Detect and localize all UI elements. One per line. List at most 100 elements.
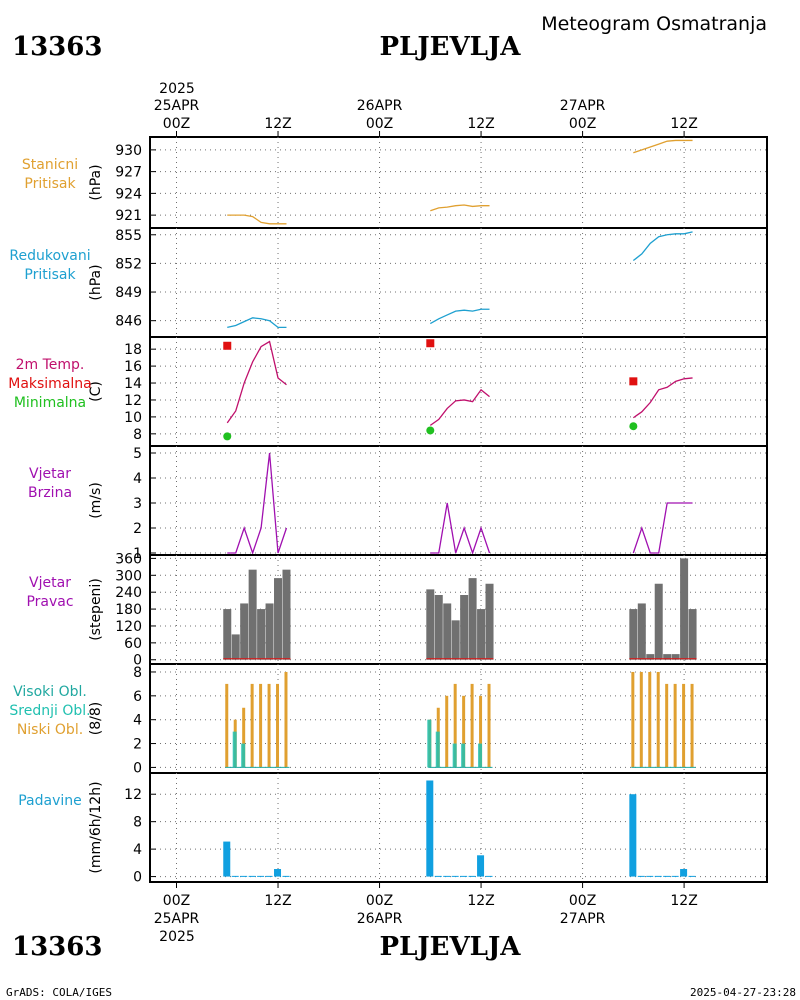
y-tick-label: 855 <box>115 228 142 244</box>
bottom-hour-label: 00Z <box>163 893 190 909</box>
panel-precipitation: 0 4 8 12 (mm/6h/12h) Padavine <box>18 772 768 886</box>
bottom-date-label: 26APR <box>357 911 403 927</box>
y-tick-label: 8 <box>133 815 142 831</box>
panel-label-line: Padavine <box>18 793 82 809</box>
wind-direction-bar <box>663 654 672 660</box>
wind-direction-bar <box>637 603 646 660</box>
top-time-axis: 25APR 00Z 12Z 26APR 00Z 12Z 27APR 00Z 12Z <box>154 98 698 137</box>
y-tick-label: 14 <box>124 376 142 392</box>
precip-bar <box>231 875 239 877</box>
low-cloud-bar <box>225 683 229 768</box>
precip-bar <box>265 875 273 877</box>
wind-direction-bar <box>629 609 638 660</box>
y-tick-label: 924 <box>115 186 142 202</box>
y-tick-label: 5 <box>133 446 142 462</box>
top-date-label: 25APR <box>154 98 200 114</box>
y-axis-label: (hPa) <box>88 164 104 200</box>
min-temp-marker <box>223 432 232 441</box>
wind-direction-bar <box>671 654 680 660</box>
low-cloud-bar <box>639 671 643 768</box>
panel-label-line: Niski Obl. <box>17 722 83 738</box>
y-tick-label: 180 <box>115 602 142 618</box>
precip-bar <box>248 875 256 877</box>
y-tick-label: 1 <box>133 546 142 562</box>
precip-bar <box>477 855 485 877</box>
series-line <box>227 452 288 556</box>
y-tick-label: 930 <box>115 143 142 159</box>
y-tick-label: 240 <box>115 585 142 601</box>
y-axis-label: (stepeni) <box>88 578 104 641</box>
wind-direction-bar <box>477 609 486 660</box>
series-line <box>632 502 693 554</box>
low-cloud-bar <box>267 683 271 768</box>
low-cloud-bar <box>673 683 677 768</box>
panel-pressure: 921 924 927 930 (hPa) Stanicni Pritisak <box>22 136 768 229</box>
panel-label-line: Pravac <box>26 594 73 610</box>
series-line <box>632 231 693 262</box>
y-tick-label: 4 <box>133 471 142 487</box>
series-line <box>227 214 287 225</box>
low-cloud-bar <box>648 671 652 768</box>
panel-label-line: Srednji Obl. <box>9 703 90 719</box>
precip-bar <box>646 875 654 877</box>
bottom-time-axis: 25APR 00Z 12Z 26APR 00Z 12Z 27APR 00Z 12Z <box>154 882 698 927</box>
y-tick-label: 360 <box>115 551 142 567</box>
station-id-bottom: 13363 <box>12 932 102 962</box>
bottom-hour-label: 00Z <box>569 893 596 909</box>
low-cloud-bar <box>682 683 686 768</box>
station-name-top: PLJEVLJA <box>380 32 522 62</box>
series-line <box>429 308 490 325</box>
mid-cloud-bar <box>241 743 246 768</box>
low-cloud-bar <box>462 695 466 768</box>
y-axis-label: (8/8) <box>88 702 104 735</box>
wind-direction-bar <box>426 589 435 660</box>
low-cloud-bar <box>284 671 288 768</box>
y-tick-label: 6 <box>133 689 142 705</box>
wind-direction-bar <box>223 609 232 660</box>
panel-label-line: Brzina <box>28 485 72 501</box>
bottom-date-label: 27APR <box>560 911 606 927</box>
y-tick-label: 8 <box>133 665 142 681</box>
wind-direction-bar <box>485 583 494 660</box>
low-cloud-bar <box>250 683 254 768</box>
panel-label-line: Minimalna <box>14 395 86 411</box>
series-line <box>429 388 490 426</box>
precip-bar <box>443 875 451 877</box>
y-tick-label: 300 <box>115 568 142 584</box>
meteogram-panels: 921924927930(hPa)StanicniPritisak8468498… <box>8 136 768 886</box>
wind-direction-bar <box>646 654 655 660</box>
precip-bar <box>637 875 645 877</box>
mid-cloud-bar <box>427 719 432 768</box>
station-id-top: 13363 <box>12 32 102 62</box>
panel-label-line: 2m Temp. <box>16 357 85 373</box>
precip-bar <box>426 780 434 877</box>
top-year-label: 2025 <box>159 81 195 97</box>
precip-bar <box>223 841 231 877</box>
wind-direction-bar <box>231 634 240 660</box>
precip-bar <box>671 875 679 877</box>
low-cloud-bar <box>276 683 280 768</box>
y-tick-label: 2 <box>133 521 142 537</box>
wind-direction-bar <box>468 578 477 660</box>
precip-bar <box>451 875 459 877</box>
top-hour-label: 12Z <box>264 116 291 132</box>
wind-direction-bar <box>443 603 452 660</box>
wind-direction-bar <box>688 609 697 660</box>
low-cloud-bar <box>259 683 263 768</box>
mid-cloud-bar <box>478 743 483 768</box>
bottom-hour-label: 12Z <box>670 893 697 909</box>
wind-direction-bar <box>460 595 469 660</box>
footer-credit: GrADS: COLA/IGES <box>6 986 112 999</box>
bottom-date-label: 25APR <box>154 911 200 927</box>
panel-label-line: Vjetar <box>29 466 71 482</box>
y-tick-label: 16 <box>124 359 142 375</box>
wind-direction-bar <box>654 583 663 660</box>
wind-direction-bar <box>265 603 274 660</box>
series-line <box>226 340 287 424</box>
wind-direction-bar <box>240 603 249 660</box>
min-temp-marker <box>426 426 435 435</box>
max-temp-marker <box>426 339 435 348</box>
y-tick-label: 846 <box>115 314 142 330</box>
bottom-hour-label: 12Z <box>467 893 494 909</box>
